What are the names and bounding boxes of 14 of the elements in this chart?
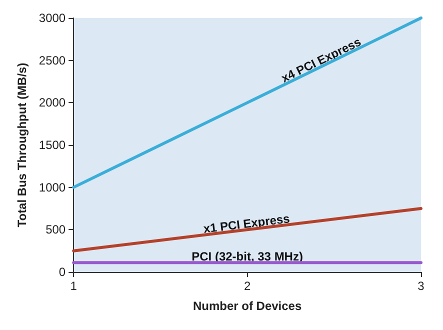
- y-tick-label: 3000: [38, 11, 66, 25]
- y-tick-label: 2000: [38, 96, 66, 110]
- text: x1 PCI Express: [202, 211, 291, 236]
- x-tick-label: 1: [70, 279, 78, 293]
- y-tick-label: 1000: [38, 180, 66, 194]
- x-axis-title: Number of Devices: [192, 299, 302, 313]
- y-tick-label: 2500: [38, 53, 66, 68]
- x-tick-label: 3: [418, 279, 425, 293]
- series-label: PCI (32-bit, 33 MHz): [192, 250, 303, 264]
- x-tick-label: 2: [244, 279, 251, 293]
- y-tick-label: 1500: [38, 138, 66, 152]
- y-tick-label: 500: [46, 222, 66, 237]
- y-tick-label: 0: [58, 265, 66, 279]
- y-axis-title: Total Bus Throughput (MB/s): [15, 62, 29, 228]
